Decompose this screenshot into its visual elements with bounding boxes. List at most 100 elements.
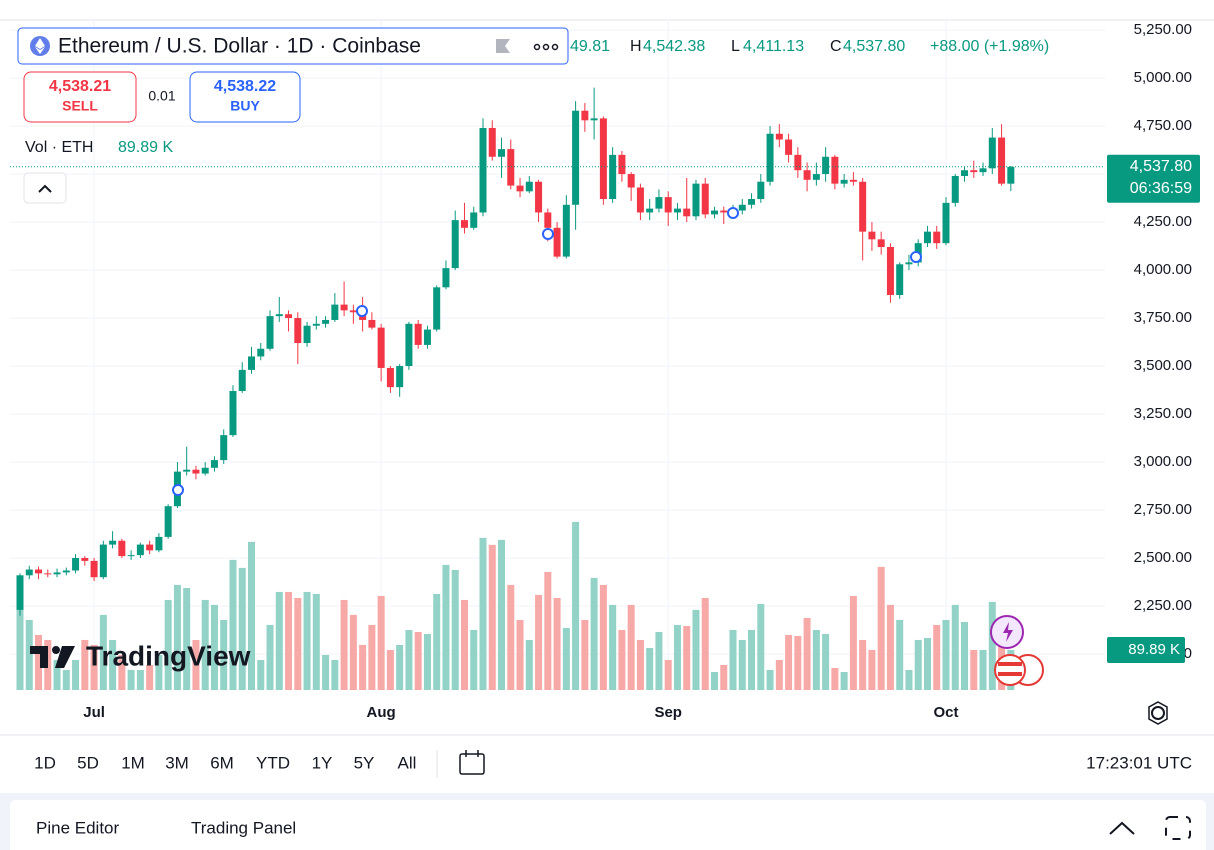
y-tick-label: 2,500.00 (1134, 549, 1192, 566)
candle-body (868, 231, 876, 240)
candle-body (433, 287, 441, 330)
volume-legend-label: Vol · ETH (25, 139, 93, 156)
candle-body (312, 323, 320, 326)
x-tick-label: Oct (933, 704, 958, 721)
candle-body (886, 247, 894, 296)
y-tick-label: 2,750.00 (1134, 501, 1192, 518)
volume-bar (738, 639, 746, 690)
date-range-button[interactable] (459, 750, 485, 775)
volume-bar (618, 629, 626, 690)
volume-bar (896, 619, 904, 690)
candle-body (275, 314, 283, 317)
volume-bar (396, 644, 404, 690)
range-button[interactable]: 5Y (354, 753, 375, 772)
volume-bar (349, 614, 357, 690)
volume-tag-value: 89.89 K (1128, 641, 1180, 658)
legend-box[interactable] (17, 27, 569, 65)
bottom-tab[interactable]: Pine Editor (36, 818, 119, 837)
range-button[interactable]: 6M (210, 753, 234, 772)
candle-body (979, 168, 987, 173)
volume-bar (868, 649, 876, 690)
volume-bar (72, 659, 80, 690)
range-button[interactable]: 3M (165, 753, 189, 772)
candle-body (498, 149, 506, 157)
candle-body (183, 469, 191, 472)
candle-body (525, 181, 533, 192)
candle-body (192, 469, 200, 474)
ohlc-label: H (630, 38, 642, 55)
candle-body (794, 154, 802, 171)
event-marker[interactable] (542, 228, 554, 240)
collapse-button[interactable] (23, 172, 67, 204)
candle-body (386, 367, 394, 388)
news-icons[interactable] (990, 615, 1044, 686)
y-tick-label: 3,750.00 (1134, 309, 1192, 326)
event-marker[interactable] (356, 305, 368, 317)
candle-body (618, 154, 626, 175)
volume-bar (294, 597, 302, 690)
logo-part (52, 646, 60, 654)
volume-bar (711, 671, 718, 690)
more-button[interactable] (533, 43, 559, 51)
candle-body (405, 323, 413, 367)
maximize-button[interactable] (1165, 816, 1191, 840)
volume-bar (664, 659, 672, 690)
volume-bar (183, 587, 191, 690)
range-button[interactable]: 1M (121, 753, 145, 772)
volume-bar (210, 604, 218, 690)
volume-bar (905, 669, 913, 690)
range-bar: 1D 5D 1M 3M 6M YTD 1Y 5Y All (34, 753, 416, 772)
watermark-text: TradingView (86, 640, 251, 671)
event-marker[interactable] (727, 207, 739, 219)
symbol-title[interactable]: Ethereum / U.S. Dollar · 1D · Coinbase (58, 35, 421, 58)
event-marker[interactable] (172, 484, 184, 496)
volume-bar (303, 591, 311, 690)
range-button[interactable]: YTD (256, 753, 290, 772)
volume-bar (35, 634, 43, 690)
candle-body (53, 572, 61, 575)
candle-body (923, 231, 931, 244)
buy-price: 4,538.22 (214, 78, 276, 95)
event-marker[interactable] (910, 251, 922, 263)
volume-bar (683, 625, 691, 690)
y-tick-label: 5,250.00 (1134, 21, 1192, 38)
candle-body (72, 558, 80, 571)
range-button[interactable]: 5D (77, 753, 99, 772)
volume-tag (1107, 637, 1185, 664)
volume-bar (479, 537, 487, 690)
range-button[interactable]: 1Y (312, 753, 333, 772)
candle-body (998, 137, 1006, 184)
candle-body (340, 304, 348, 311)
volume-bar (951, 604, 959, 690)
sell-button[interactable] (23, 71, 137, 123)
volume-bar (673, 624, 681, 690)
bottom-tab[interactable]: Trading Panel (191, 818, 296, 837)
volume-bar (748, 629, 756, 690)
news-icon-bolt (1003, 622, 1013, 642)
x-tick-label: Aug (367, 704, 396, 721)
flag-button[interactable] (496, 39, 510, 53)
range-button[interactable]: 1D (34, 753, 56, 772)
y-tick-label: 3,250.00 (1134, 405, 1192, 422)
settings-button[interactable] (1151, 706, 1165, 720)
volume-bar (25, 619, 33, 690)
candle-body (257, 348, 265, 357)
volume-bar (877, 566, 885, 690)
panel-toggle[interactable] (1109, 821, 1135, 835)
volume-bar (775, 659, 783, 690)
volume-bar (822, 633, 830, 690)
buy-button[interactable] (189, 71, 301, 123)
volume-bar (433, 593, 441, 690)
ohlc-low: 4,411.13 (743, 38, 804, 55)
candle-body (164, 506, 172, 537)
candle-body (136, 544, 144, 556)
candle-body (896, 264, 904, 296)
candle-body (683, 208, 691, 217)
range-button[interactable]: All (398, 753, 417, 772)
clock[interactable]: 17:23:01 UTC (1086, 753, 1192, 772)
flag-icon[interactable] (994, 654, 1026, 686)
candle-body (646, 208, 654, 213)
candle-body (238, 369, 246, 391)
